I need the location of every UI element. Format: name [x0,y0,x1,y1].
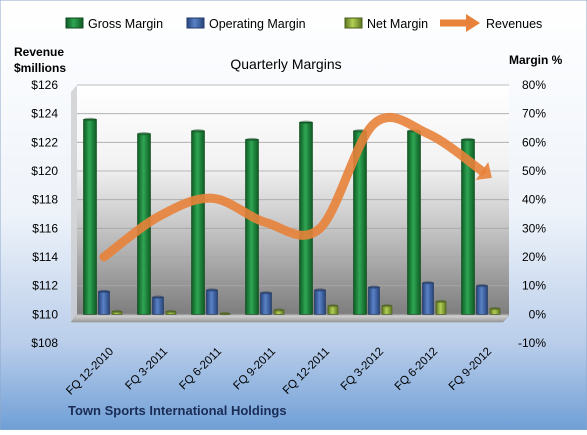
bar-gross-margin-cap [191,129,205,133]
legend-label-net-margin: Net Margin [367,17,428,31]
right-axis-tick-label: 20% [522,250,546,264]
right-axis-ticks: -10% 0% 10% 20% 30% 40% 50% 60% 70% 80% [518,78,546,350]
bar-operating-margin [314,289,326,315]
footer-company-name: Town Sports International Holdings [68,403,287,418]
left-axis-tick-label: $116 [32,221,58,235]
bar-operating-margin-cap [476,284,488,288]
bar-net-margin-cap [166,309,176,314]
bar-gross-margin [245,139,259,315]
bar-operating-margin [422,282,434,315]
bar-gross-margin-cap [83,117,97,121]
left-axis-tick-label: $108 [31,336,58,350]
left-axis-title-line2: $millions [14,61,66,75]
left-axis-title-line1: Revenue [14,45,64,59]
legend-swatch-revenues [440,14,480,32]
bar-operating-margin [206,289,218,315]
right-axis-tick-label: 50% [522,164,546,178]
bar-gross-margin-cap [461,137,475,142]
bar-gross-margin [191,130,205,315]
bar-operating-margin [152,296,164,315]
right-axis-tick-label: 0% [529,307,547,321]
right-axis-title: Margin % [509,53,563,67]
plot-floor [70,314,510,323]
bar-net-margin-cap [436,299,446,304]
bar-net-margin [435,301,447,315]
bar-gross-margin [299,121,313,315]
right-axis-tick-label: 60% [522,135,546,149]
legend-swatch-operating-margin [186,17,205,29]
bar-operating-margin-cap [422,281,434,285]
legend-label-gross-margin: Gross Margin [88,17,163,31]
right-axis-tick-label: 80% [522,78,546,92]
bar-operating-margin-cap [260,291,272,295]
bar-gross-margin [83,119,97,315]
bar-gross-margin-cap [137,132,151,136]
left-axis-tick-label: $122 [31,135,58,149]
right-axis-tick-label: 10% [522,279,546,293]
bar-operating-margin-cap [368,285,380,289]
bar-operating-margin-cap [98,289,110,293]
legend-label-operating-margin: Operating Margin [209,17,306,31]
right-axis-tick-label: 70% [522,107,546,121]
bar-net-margin-cap [112,309,122,314]
left-axis-tick-label: $120 [31,164,58,178]
bar-operating-margin [476,285,488,315]
revenue-line-arrowhead [475,161,492,181]
bar-operating-margin-cap [152,295,164,299]
bar-net-margin-cap [274,308,284,312]
left-axis-ticks: $108 $110 $112 $114 $116 $118 $120 $122 $124 $126 [31,78,58,350]
bar-gross-margin [407,130,421,315]
legend-swatch-net-margin [344,17,363,29]
bar-net-margin-cap [490,307,500,311]
bar-gross-margin-cap [245,137,259,142]
chart-title: Quarterly Margins [230,56,341,72]
revenue-line [99,113,487,262]
left-axis-tick-label: $124 [31,107,58,121]
bar-operating-margin [260,292,272,315]
legend-swatch-gross-margin [65,17,84,29]
left-axis-tick-label: $126 [31,78,58,92]
left-axis-tick-label: $110 [32,307,58,321]
right-axis-tick-label: 40% [522,193,546,207]
plot-side-wall [71,85,77,322]
bar-operating-margin [98,291,110,315]
right-axis-tick-label: 30% [522,221,546,235]
right-axis-tick-label: -10% [518,336,546,350]
bar-operating-margin [368,286,380,315]
bar-net-margin-cap [220,311,230,316]
bar-net-margin-cap [382,304,392,308]
bar-operating-margin-cap [206,288,218,292]
revenue-line-layer [99,113,492,262]
left-axis-tick-label: $112 [32,279,58,293]
bar-operating-margin-cap [314,288,326,292]
bar-gross-margin-cap [299,120,313,124]
bar-net-margin-cap [328,304,338,308]
left-axis-tick-label: $118 [32,193,58,207]
legend-label-revenues: Revenues [486,17,542,31]
legend: Gross Margin Operating Margin Net Margin… [65,14,542,32]
left-axis-tick-label: $114 [32,250,58,264]
